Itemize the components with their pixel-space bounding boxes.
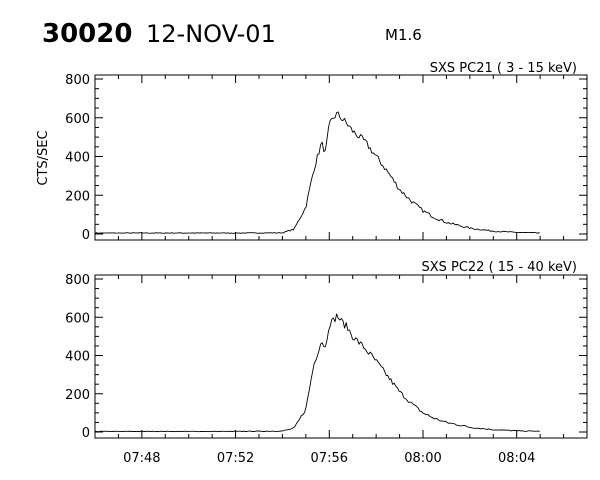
y-tick-label: 400 — [65, 350, 90, 365]
series-line-pc21 — [94, 111, 540, 234]
y-tick-label: 400 — [65, 151, 90, 166]
y-tick-label: 800 — [65, 73, 90, 88]
y-axis-label: CTS/SEC — [36, 130, 51, 185]
y-tick-label: 600 — [65, 112, 90, 127]
event-id: 30020 — [42, 19, 132, 49]
x-tick-label: 08:00 — [404, 451, 441, 466]
y-tick-label: 200 — [65, 189, 90, 204]
plot-frame — [94, 274, 588, 439]
y-tick-label: 200 — [65, 388, 90, 403]
panel-title: SXS PC21 ( 3 - 15 keV) — [430, 61, 577, 76]
event-date: 12-NOV-01 — [146, 20, 276, 48]
x-tick-label: 07:48 — [123, 451, 160, 466]
panel-pc22: SXS PC22 ( 15 - 40 keV) 0 200 400 600 800 — [65, 260, 588, 441]
x-tick-label: 07:52 — [217, 451, 254, 466]
plot-frame — [94, 74, 588, 241]
panel-title: SXS PC22 ( 15 - 40 keV) — [421, 260, 577, 275]
y-tick-label: 0 — [82, 426, 90, 441]
panel-pc21: SXS PC21 ( 3 - 15 keV) CTS/SEC 0 200 400 60… — [36, 61, 588, 243]
y-tick-label: 600 — [65, 311, 90, 326]
x-tick-label: 07:56 — [311, 451, 348, 466]
series-line-pc22 — [94, 313, 540, 433]
flare-class: M1.6 — [385, 26, 422, 44]
x-tick-label: 08:04 — [498, 451, 535, 466]
y-tick-label: 800 — [65, 273, 90, 288]
y-tick-label: 0 — [82, 228, 90, 243]
